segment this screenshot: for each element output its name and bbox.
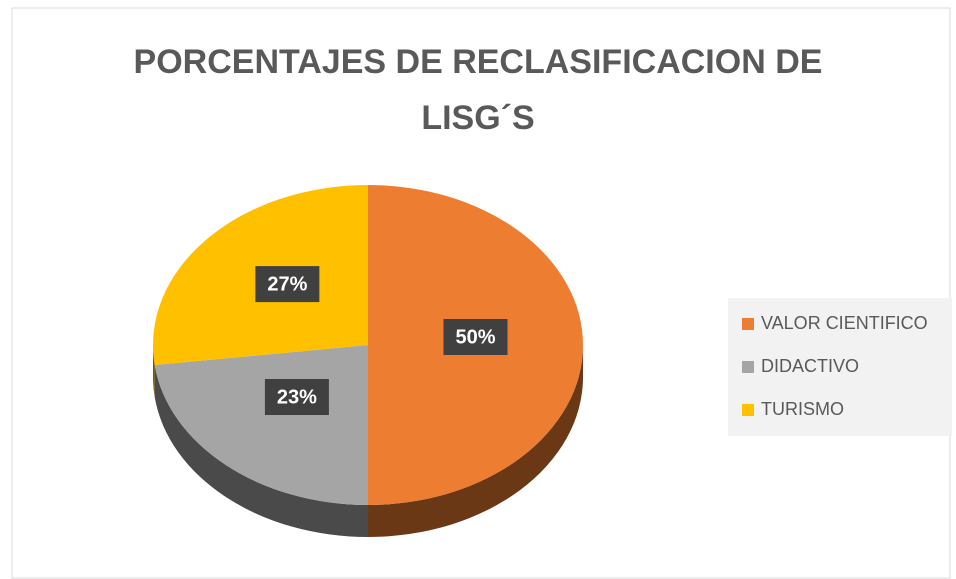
legend-label: TURISMO (761, 399, 844, 419)
legend-swatch (742, 361, 754, 373)
legend-swatch (742, 318, 754, 330)
data-label-box (264, 379, 329, 416)
data-label: 27% (267, 273, 307, 295)
legend-label: VALOR CIENTIFICO (761, 313, 928, 333)
data-label-box (255, 266, 320, 303)
data-label: 23% (277, 386, 317, 408)
data-label: 50% (455, 326, 495, 348)
chart-title: PORCENTAJES DE RECLASIFICACION DE LISG´S (133, 43, 823, 137)
legend-box (728, 298, 952, 436)
data-label-box (443, 319, 508, 355)
legend-swatch (742, 404, 754, 416)
pie-side (153, 345, 155, 398)
pie-side (154, 365, 368, 537)
legend-label: DIDACTIVO (761, 356, 859, 376)
